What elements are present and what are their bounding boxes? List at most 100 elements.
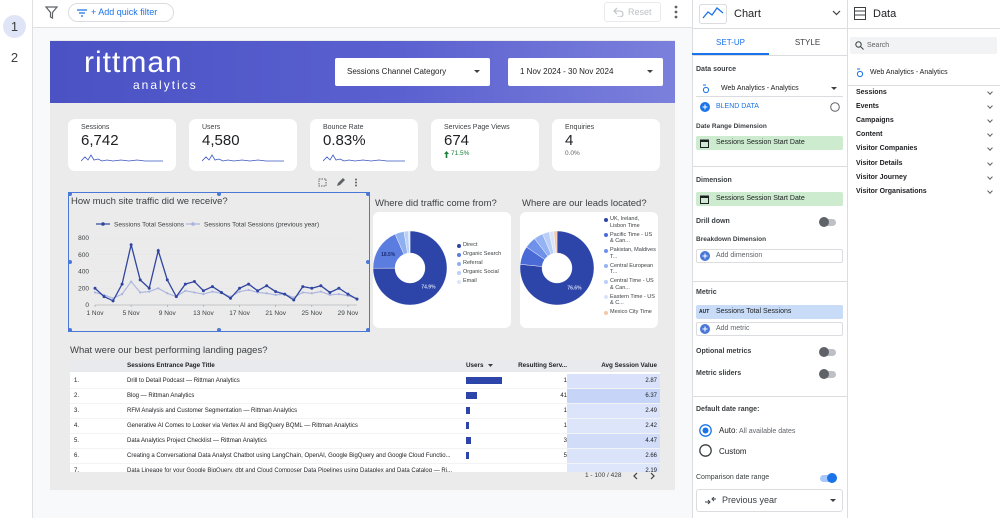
point-marker bbox=[166, 292, 169, 295]
comparison-select[interactable]: Previous year bbox=[696, 489, 843, 512]
point-marker bbox=[274, 293, 277, 297]
add-quick-filter[interactable]: + Add quick filter bbox=[68, 3, 174, 22]
y-tick-label: 400 bbox=[78, 269, 89, 276]
field-group[interactable]: Visitor Organisations bbox=[856, 188, 994, 195]
column-header: Sessions Entrance Page Title bbox=[127, 362, 215, 369]
add-metric[interactable]: Add metric bbox=[696, 322, 843, 336]
point-marker bbox=[219, 290, 223, 294]
field-group[interactable]: Campaigns bbox=[856, 117, 994, 124]
point-marker bbox=[192, 280, 196, 284]
point-marker bbox=[292, 298, 296, 302]
optional-metrics-toggle[interactable] bbox=[819, 347, 836, 357]
legend-swatch bbox=[457, 270, 461, 275]
more-menu[interactable] bbox=[673, 5, 679, 19]
channel-control[interactable]: Sessions Channel Category bbox=[335, 58, 490, 86]
point-marker bbox=[274, 290, 278, 294]
point-marker bbox=[102, 295, 106, 299]
row-rank: 2. bbox=[74, 393, 80, 399]
blend-data[interactable]: BLEND DATA bbox=[716, 103, 759, 110]
legend-swatch bbox=[604, 310, 608, 315]
slice-label: 76.6% bbox=[567, 285, 582, 291]
users-bar bbox=[466, 422, 470, 429]
donut-slice bbox=[373, 230, 448, 306]
resize-handle bbox=[366, 192, 370, 196]
page-1[interactable]: 1 bbox=[3, 15, 26, 38]
data-source-name: Web Analytics - Analytics bbox=[721, 85, 799, 92]
section-label: Dimension bbox=[696, 177, 732, 184]
chip-label: Sessions Total Sessions bbox=[716, 308, 792, 315]
resize-handle bbox=[68, 192, 72, 196]
section-label: Optional metrics bbox=[696, 348, 752, 355]
reset-button[interactable]: Reset bbox=[604, 2, 661, 22]
field-group[interactable]: Visitor Journey bbox=[856, 174, 994, 181]
compare-icon bbox=[705, 497, 716, 505]
row-avg: 2.19 bbox=[645, 468, 657, 472]
radio-custom[interactable] bbox=[699, 444, 712, 457]
toggle-knob bbox=[827, 473, 837, 483]
date-range-dimension[interactable]: Sessions Session Start Date bbox=[696, 136, 843, 150]
scorecard-value: 674 bbox=[444, 132, 470, 149]
field-group[interactable]: Visitor Details bbox=[856, 160, 994, 167]
field-group[interactable]: Sessions bbox=[856, 89, 994, 96]
column-header: Users bbox=[466, 362, 484, 369]
search-box[interactable]: Search bbox=[850, 37, 997, 54]
scorecard-label: Bounce Rate bbox=[323, 124, 364, 131]
donut: 76.6% bbox=[520, 230, 595, 306]
field-group[interactable]: Events bbox=[856, 103, 994, 110]
blend-icon[interactable] bbox=[700, 102, 710, 112]
drill-down-toggle[interactable] bbox=[819, 217, 836, 227]
search-placeholder: Search bbox=[867, 42, 890, 49]
add-dimension[interactable]: Add dimension bbox=[696, 249, 843, 263]
field-group[interactable]: Content bbox=[856, 131, 994, 138]
dropdown-arrow bbox=[830, 499, 836, 502]
date-control[interactable]: 1 Nov 2024 - 30 Nov 2024 bbox=[508, 58, 663, 86]
help-icon[interactable] bbox=[830, 102, 840, 112]
add-icon bbox=[700, 324, 710, 334]
filter-icon[interactable] bbox=[45, 6, 58, 19]
sparkline-path bbox=[81, 154, 163, 162]
point-marker bbox=[229, 296, 233, 300]
row-title: Data Analytics Project Checklist — Rittm… bbox=[127, 438, 267, 444]
dimension[interactable]: Sessions Session Start Date bbox=[696, 192, 843, 206]
chart-panel-title: Chart bbox=[734, 8, 761, 20]
widget-more[interactable] bbox=[355, 178, 357, 187]
avg-cell bbox=[567, 389, 660, 403]
point-marker bbox=[310, 292, 313, 295]
metric[interactable]: Sessions Total Sessions bbox=[696, 305, 843, 319]
legend-label: Organic Social bbox=[463, 269, 499, 275]
edit-icon[interactable] bbox=[337, 178, 345, 186]
legend-swatch bbox=[604, 279, 608, 284]
row-resulting: 1 bbox=[563, 378, 567, 384]
field-group[interactable]: Visitor Companies bbox=[856, 145, 994, 152]
add-dimension-label: Add dimension bbox=[716, 252, 763, 259]
donut: 74.9% 18.5% bbox=[373, 230, 448, 306]
metric-sliders-toggle[interactable] bbox=[819, 369, 836, 379]
radio-auto[interactable] bbox=[699, 424, 712, 437]
slice-label: 74.9% bbox=[421, 284, 436, 290]
page-2[interactable]: 2 bbox=[10, 50, 19, 65]
legend-swatch bbox=[604, 295, 608, 299]
tab-style[interactable]: STYLE bbox=[794, 38, 821, 47]
panel-divider bbox=[692, 166, 847, 167]
legend-item: Direct bbox=[457, 242, 509, 249]
legend-item: UK, Ireland, Lisbon Time bbox=[604, 216, 656, 229]
pagination-arrows[interactable] bbox=[632, 472, 656, 480]
row-rank: 3. bbox=[74, 408, 80, 414]
tab-setup[interactable]: SET-UP bbox=[716, 38, 745, 47]
x-tick-label: 9 Nov bbox=[159, 310, 177, 317]
tab-underline bbox=[692, 53, 769, 55]
collapse-arrow[interactable] bbox=[832, 10, 841, 16]
section-label: Breakdown Dimension bbox=[696, 236, 767, 243]
select-icon[interactable] bbox=[318, 178, 327, 187]
chart-type-icon[interactable] bbox=[699, 4, 727, 24]
data-source-select[interactable]: Web Analytics - Analytics bbox=[696, 81, 843, 97]
comparison-toggle[interactable] bbox=[820, 473, 837, 483]
legend-label: Sessions Total Sessions bbox=[114, 222, 185, 229]
pie-title: Where are our leads located? bbox=[522, 198, 647, 209]
section-label: Data source bbox=[696, 66, 737, 73]
x-tick-label: 21 Nov bbox=[265, 310, 286, 317]
section-label: Drill down bbox=[696, 218, 730, 225]
scorecard: Sessions 6,742 bbox=[68, 119, 176, 171]
legend-label: Pakistan, Maldives T... bbox=[610, 247, 656, 260]
add-quick-filter-label: + Add quick filter bbox=[91, 7, 158, 17]
